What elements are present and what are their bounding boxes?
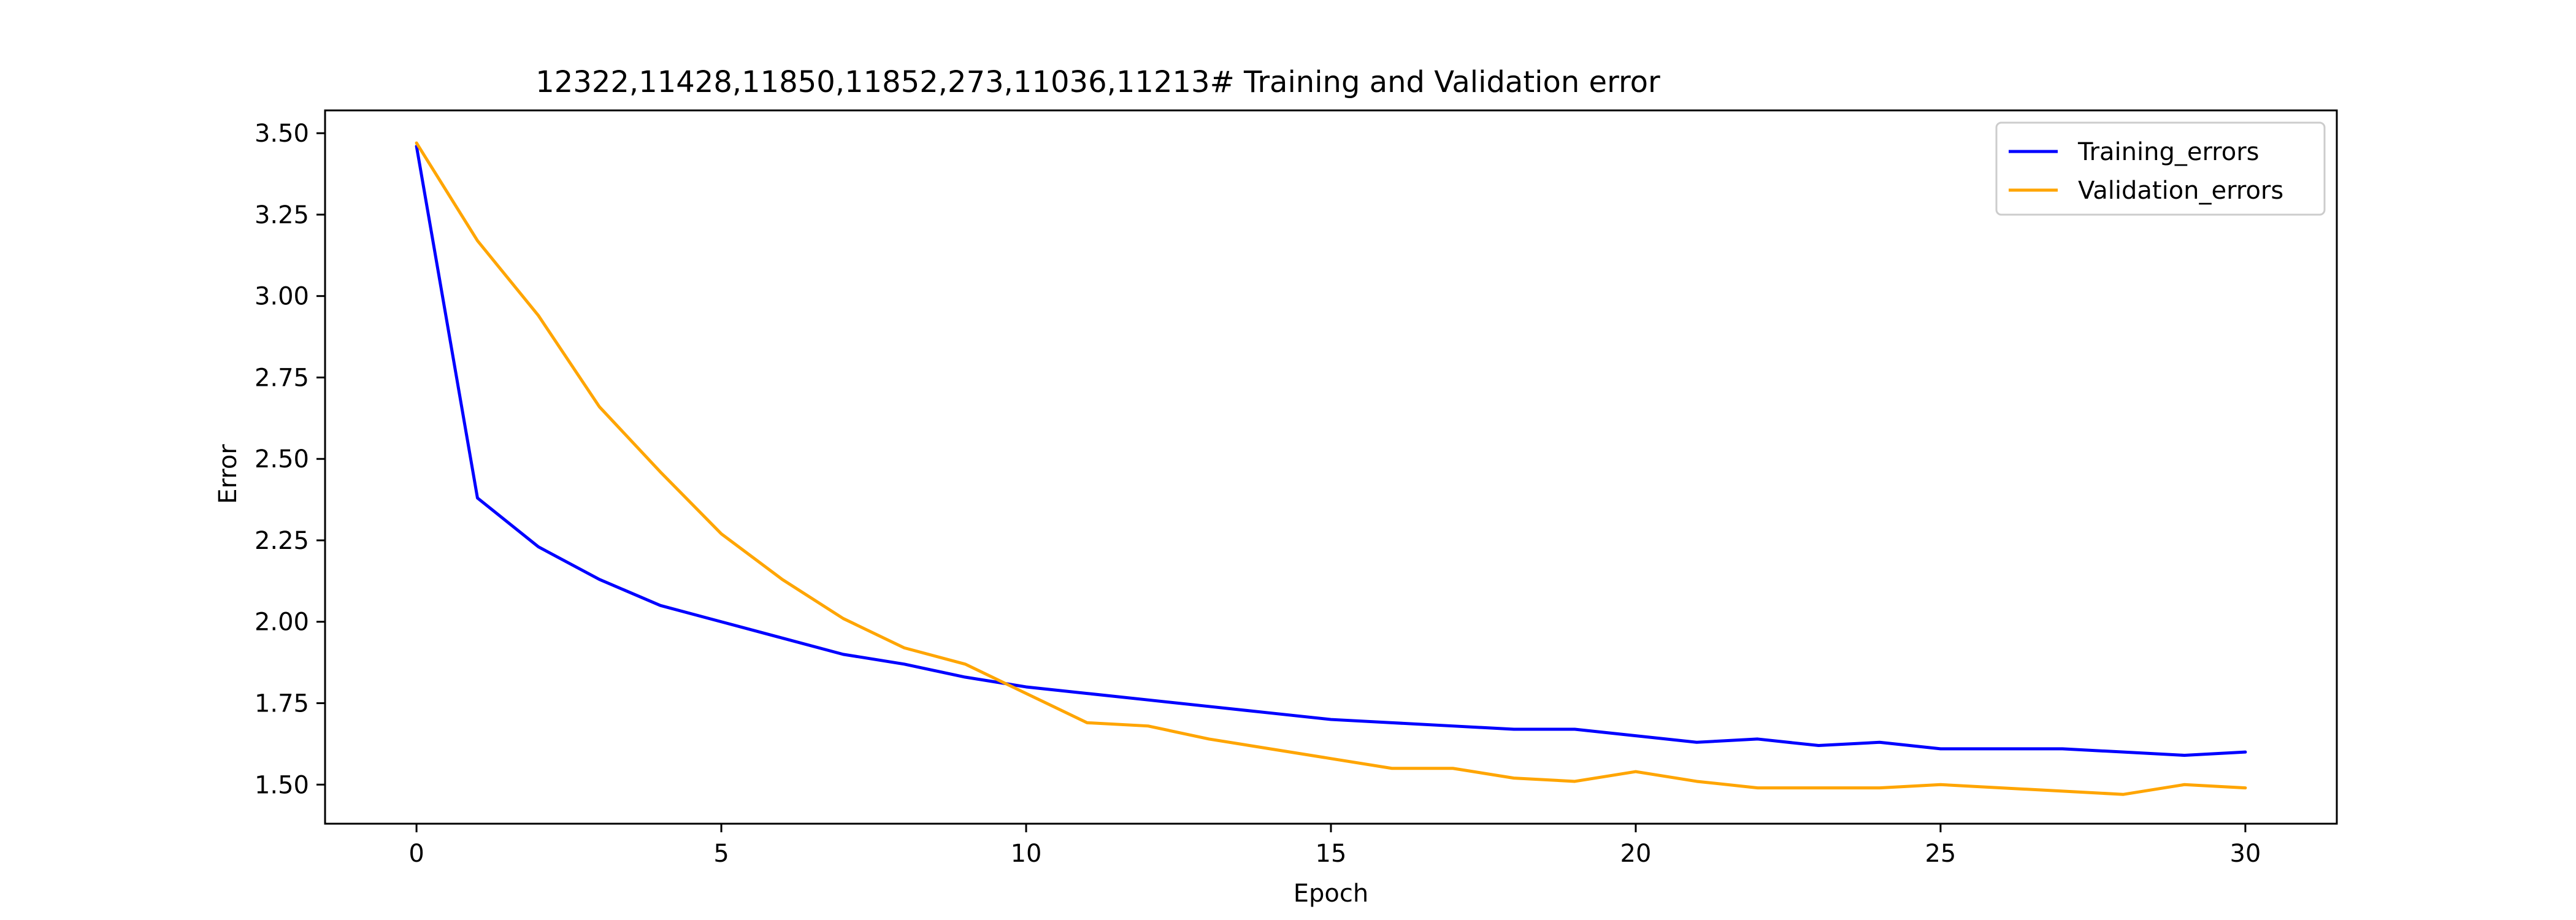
y-tick-label: 2.75 xyxy=(255,364,309,392)
y-tick-label: 1.50 xyxy=(255,771,309,799)
x-tick-label: 25 xyxy=(1925,840,1956,868)
x-tick-label: 10 xyxy=(1011,840,1042,868)
legend-label: Training_errors xyxy=(2077,138,2260,166)
x-axis-label: Epoch xyxy=(1294,880,1368,908)
chart-title: 12322,11428,11850,11852,273,11036,11213#… xyxy=(535,65,1660,99)
x-tick-label: 5 xyxy=(713,840,729,868)
x-tick-label: 30 xyxy=(2229,840,2261,868)
legend-label: Validation_errors xyxy=(2078,177,2283,205)
y-axis-label: Error xyxy=(214,444,242,504)
y-tick-label: 3.25 xyxy=(255,201,309,229)
y-tick-label: 3.00 xyxy=(255,283,309,311)
y-tick-label: 2.00 xyxy=(255,608,309,637)
plot-area: 0 5 10 15 20 25 30 1.50 1.75 2.00 2.25 2.50 2.75 3.00… xyxy=(255,109,2338,868)
y-tick-label: 3.50 xyxy=(255,120,309,148)
x-tick-label: 0 xyxy=(408,840,424,868)
y-tick-label: 2.50 xyxy=(255,445,309,473)
x-tick-label: 20 xyxy=(1620,840,1652,868)
y-tick-label: 2.25 xyxy=(255,527,309,555)
y-tick-label: 1.75 xyxy=(255,690,309,718)
legend-box xyxy=(1995,121,2326,216)
x-tick-label: 15 xyxy=(1316,840,1347,868)
